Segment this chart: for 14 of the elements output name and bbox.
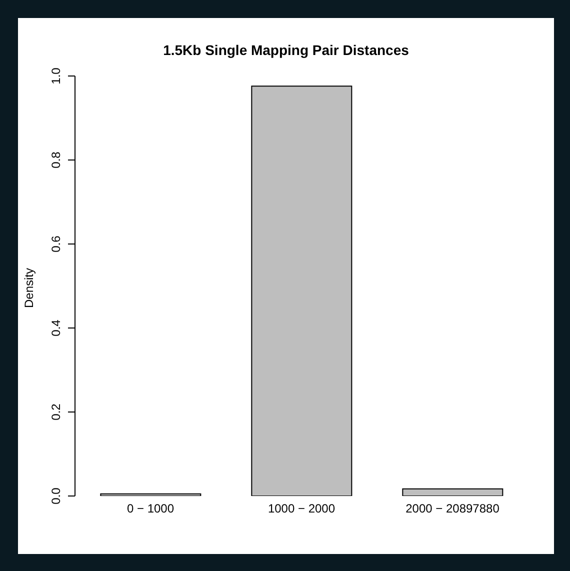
bar [402, 488, 504, 496]
x-tick-label: 2000 − 20897880 [406, 502, 500, 516]
y-tick-label: 0.8 [49, 151, 63, 168]
x-tick-label: 0 − 1000 [126, 502, 174, 516]
y-tick-label: 0.4 [49, 319, 63, 336]
chart-title: 1.5Kb Single Mapping Pair Distances [162, 42, 410, 58]
x-tick-label: 1000 − 2000 [268, 502, 336, 516]
y-tick-label: 0.0 [49, 487, 63, 504]
y-tick-label: 1.0 [49, 67, 63, 84]
bar [100, 493, 202, 496]
y-tick-label: 0.6 [49, 235, 63, 252]
y-axis-title: Density [22, 268, 36, 308]
y-tick-label: 0.2 [49, 403, 63, 420]
bar [251, 86, 352, 496]
